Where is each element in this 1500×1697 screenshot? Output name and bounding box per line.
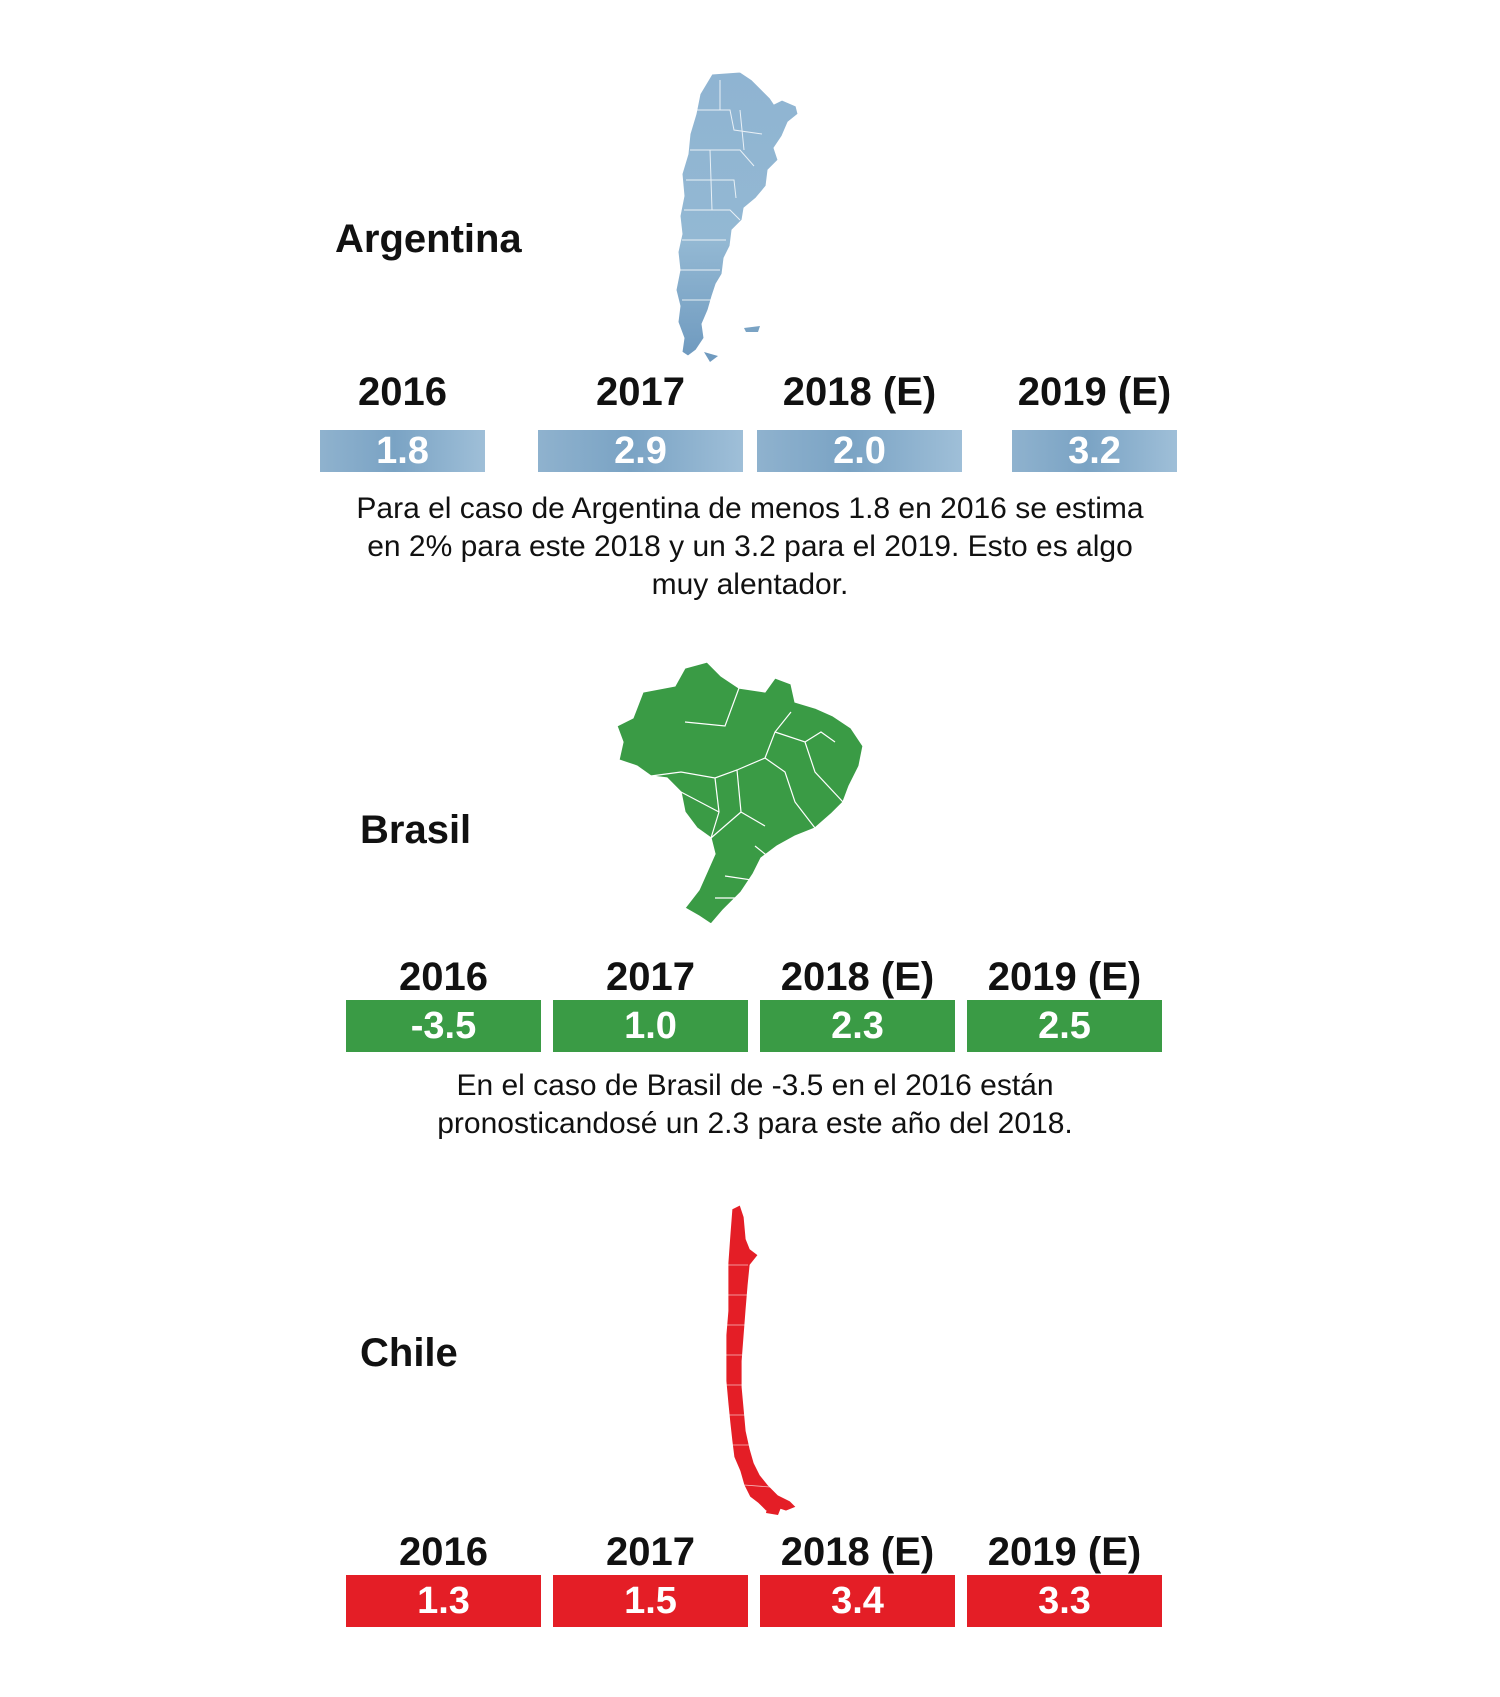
argentina-map-icon <box>675 71 799 362</box>
chile-value-2018: 3.4 <box>760 1575 955 1627</box>
argentina-description: Para el caso de Argentina de menos 1.8 e… <box>356 492 1144 601</box>
argentina-value-2016: 1.8 <box>320 430 485 472</box>
chile-year-2016: 2016 <box>399 1530 488 1574</box>
chile-value-2016: 1.3 <box>346 1575 541 1627</box>
brasil-year-2018: 2018 (E) <box>780 955 935 999</box>
chile-value-2017: 1.5 <box>553 1575 748 1627</box>
brasil-year-2017: 2017 <box>606 955 695 999</box>
argentina-year-2019: 2019 (E) <box>1017 370 1172 414</box>
argentina-year-2016: 2016 <box>358 370 447 414</box>
brasil-value-2018: 2.3 <box>760 1000 955 1052</box>
chile-map-icon <box>725 1204 797 1515</box>
argentina-year-2018: 2018 (E) <box>782 370 937 414</box>
chile-year-2018: 2018 (E) <box>780 1530 935 1574</box>
argentina-value-2019: 3.2 <box>1012 430 1177 472</box>
argentina-value-2018: 2.0 <box>757 430 962 472</box>
chile-year-2017: 2017 <box>606 1530 695 1574</box>
chile-value-2019: 3.3 <box>967 1575 1162 1627</box>
argentina-value-2017: 2.9 <box>538 430 743 472</box>
brasil-year-2019: 2019 (E) <box>987 955 1142 999</box>
brasil-value-2017: 1.0 <box>553 1000 748 1052</box>
chile-title: Chile <box>360 1331 458 1375</box>
brasil-value-2019: 2.5 <box>967 1000 1162 1052</box>
argentina-title: Argentina <box>335 217 522 261</box>
brasil-title: Brasil <box>360 808 472 852</box>
brasil-value-2016: -3.5 <box>346 1000 541 1052</box>
argentina-year-2017: 2017 <box>596 370 685 414</box>
brasil-year-2016: 2016 <box>399 955 488 999</box>
chile-year-2019: 2019 (E) <box>987 1530 1142 1574</box>
brasil-map-icon <box>616 661 864 925</box>
brasil-description: En el caso de Brasil de -3.5 en el 2016 … <box>437 1069 1073 1140</box>
